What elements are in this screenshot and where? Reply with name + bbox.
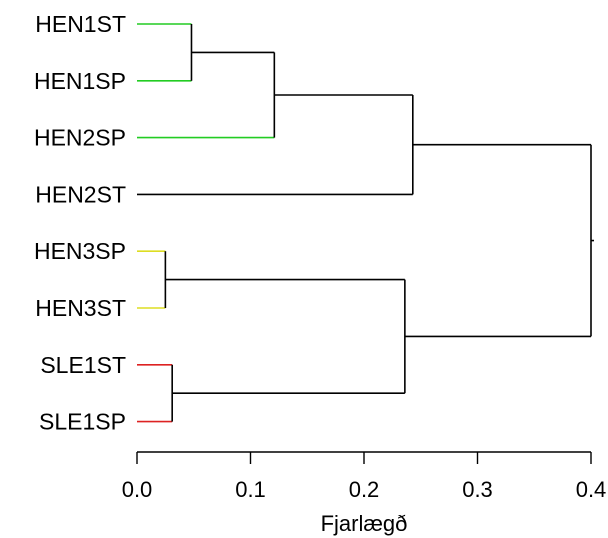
dendrogram-branches [137,24,594,422]
x-axis-title: Fjarlægð [321,511,408,536]
leaf-label-hen1st: HEN1ST [35,11,126,37]
leaf-label-hen1sp: HEN1SP [34,68,126,94]
leaf-label-hen2st: HEN2ST [35,181,126,207]
leaf-labels: HEN1ST HEN1SP HEN2SP HEN2ST HEN3SP HEN3ST SLE1… [34,11,126,435]
x-tick-label: 0.0 [122,477,153,502]
leaf-label-hen3st: HEN3ST [35,295,126,321]
x-tick-label: 0.3 [462,477,493,502]
leaf-label-sle1st: SLE1ST [40,352,126,378]
x-tick-label: 0.1 [235,477,266,502]
x-tick-label: 0.4 [576,477,607,502]
leaf-label-hen2sp: HEN2SP [34,125,126,151]
x-tick-label: 0.2 [349,477,380,502]
leaf-label-hen3sp: HEN3SP [34,238,126,264]
x-axis: 0.0 0.1 0.2 0.3 0.4 [122,452,607,502]
leaf-label-sle1sp: SLE1SP [39,409,126,435]
